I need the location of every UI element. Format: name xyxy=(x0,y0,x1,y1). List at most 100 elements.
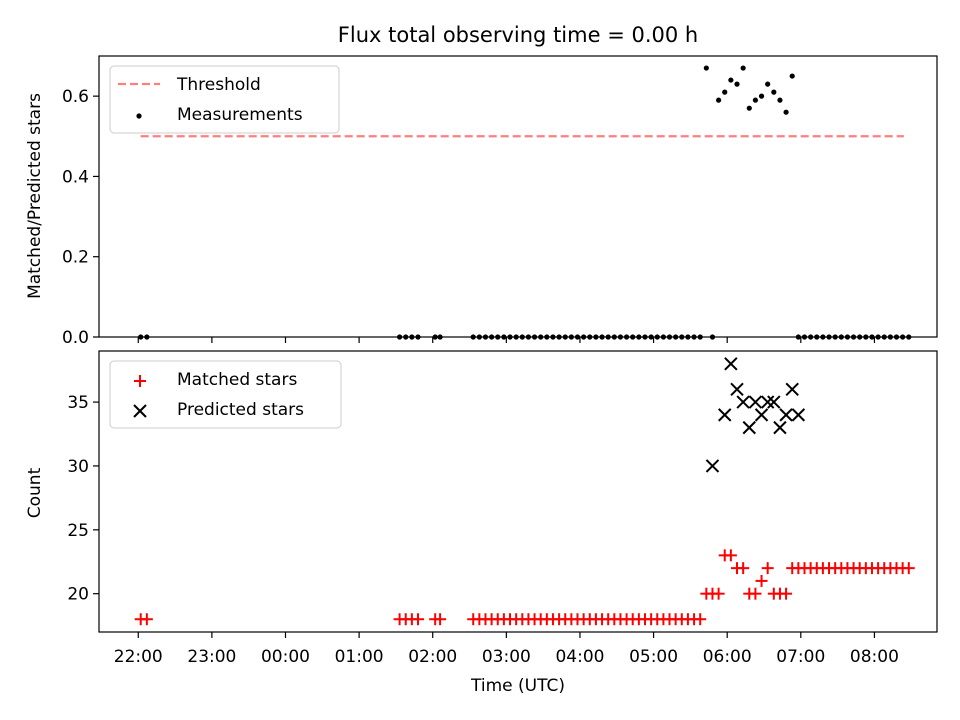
measurement-point xyxy=(758,93,765,99)
top-y-tick-label: 0.0 xyxy=(62,328,89,348)
top-legend-box xyxy=(109,65,340,134)
bottom-y-ticks: 20 25 30 35 xyxy=(67,393,99,605)
measurement-point xyxy=(495,334,501,340)
matched-star-marker xyxy=(761,562,774,575)
measurement-point xyxy=(844,334,851,340)
bottom-y-tick-label: 30 xyxy=(67,457,89,477)
measurement-point xyxy=(482,334,489,340)
top-x-tick-marks xyxy=(137,337,876,343)
measurement-point xyxy=(740,65,746,71)
matched-star-marker xyxy=(712,587,725,600)
measurements-legend-swatch xyxy=(136,113,142,119)
matched-star-marker xyxy=(755,574,768,587)
bottom-y-axis-label: Count xyxy=(25,467,45,518)
predicted-legend-swatch xyxy=(133,404,147,418)
measurements-legend-label: Measurements xyxy=(177,105,303,125)
measurement-point xyxy=(611,334,617,340)
matched-star-marker xyxy=(140,613,153,626)
top-y-tick-label: 0.6 xyxy=(62,87,89,107)
measurement-point xyxy=(801,334,808,340)
measurement-point xyxy=(501,334,507,340)
predicted-star-marker xyxy=(785,382,799,397)
measurement-point xyxy=(593,334,599,340)
top-y-axis-label: Matched/Predicted stars xyxy=(25,93,45,299)
measurement-point xyxy=(531,334,538,340)
matched-star-marker xyxy=(434,613,447,626)
measurement-point xyxy=(679,334,685,340)
measurement-point xyxy=(642,334,648,340)
measurement-point xyxy=(599,334,605,340)
measurement-point xyxy=(403,334,409,340)
bottom-panel: Count 20 25 30 35 22:00 23:00 00:00 01:00 02:00… xyxy=(25,350,938,667)
measurement-point xyxy=(685,334,691,340)
matched-legend-swatch xyxy=(134,375,146,387)
measurement-point xyxy=(703,65,709,71)
predicted-star-marker xyxy=(760,395,775,409)
measurement-points xyxy=(138,65,912,340)
bottom-plot-frame xyxy=(98,350,938,633)
measurement-point xyxy=(857,334,863,340)
measurement-point xyxy=(476,334,482,340)
measurement-point xyxy=(893,334,900,340)
measurement-point xyxy=(397,334,403,340)
measurement-point xyxy=(734,81,740,87)
measurement-point xyxy=(869,334,875,340)
measurement-point xyxy=(709,334,716,340)
predicted-star-marker xyxy=(742,420,756,435)
measurement-point xyxy=(489,334,495,340)
measurement-point xyxy=(538,334,544,340)
measurement-point xyxy=(838,334,844,340)
measurement-point xyxy=(752,97,759,103)
predicted-legend-label: Predicted stars xyxy=(177,400,304,420)
measurement-point xyxy=(820,334,826,340)
x-tick-label: 00:00 xyxy=(261,647,310,667)
count-points xyxy=(134,357,915,626)
measurement-point xyxy=(832,334,838,340)
measurement-point xyxy=(728,77,734,83)
measurement-point xyxy=(795,334,801,340)
measurement-point xyxy=(568,334,574,340)
predicted-star-marker xyxy=(736,395,750,409)
measurement-point xyxy=(605,334,611,340)
matched-star-marker xyxy=(780,587,793,600)
measurement-point xyxy=(648,334,654,340)
matched-legend-label: Matched stars xyxy=(177,370,297,390)
measurement-point xyxy=(863,334,869,340)
measurement-point xyxy=(581,334,587,340)
x-tick-label: 02:00 xyxy=(408,647,457,667)
measurement-point xyxy=(850,334,857,340)
top-legend: Threshold Measurements xyxy=(109,65,340,134)
bottom-y-tick-label: 20 xyxy=(67,585,89,605)
measurement-point xyxy=(881,334,887,340)
measurement-point xyxy=(691,334,697,340)
predicted-star-marker xyxy=(767,395,781,409)
x-tick-label: 05:00 xyxy=(629,647,678,667)
x-tick-label: 08:00 xyxy=(850,647,899,667)
threshold-legend-label: Threshold xyxy=(176,75,261,95)
measurement-point xyxy=(587,334,593,340)
top-panel: Matched/Predicted stars 0.0 0.2 0.4 0.6 Thr… xyxy=(25,55,938,348)
measurement-point xyxy=(562,334,568,340)
matched-star-marker xyxy=(724,549,737,562)
measurement-point xyxy=(623,334,630,340)
matched-star-marker xyxy=(749,587,762,600)
bottom-y-tick-label: 35 xyxy=(67,393,89,413)
measurement-point xyxy=(722,89,728,95)
measurement-point xyxy=(826,334,832,340)
measurement-point xyxy=(887,334,893,340)
matched-star-marker xyxy=(412,613,425,626)
top-y-tick-label: 0.4 xyxy=(62,167,89,187)
measurement-point xyxy=(808,334,814,340)
measurement-point xyxy=(765,81,771,87)
measurement-point xyxy=(437,334,443,340)
measurement-point xyxy=(660,334,666,340)
measurement-point xyxy=(875,334,881,340)
measurement-point xyxy=(617,334,624,340)
bottom-legend-box xyxy=(109,360,342,429)
measurement-point xyxy=(777,97,783,103)
predicted-star-marker xyxy=(705,459,720,473)
measurement-point xyxy=(415,334,421,340)
top-y-tick-label: 0.2 xyxy=(62,248,89,268)
predicted-star-marker xyxy=(724,357,738,371)
